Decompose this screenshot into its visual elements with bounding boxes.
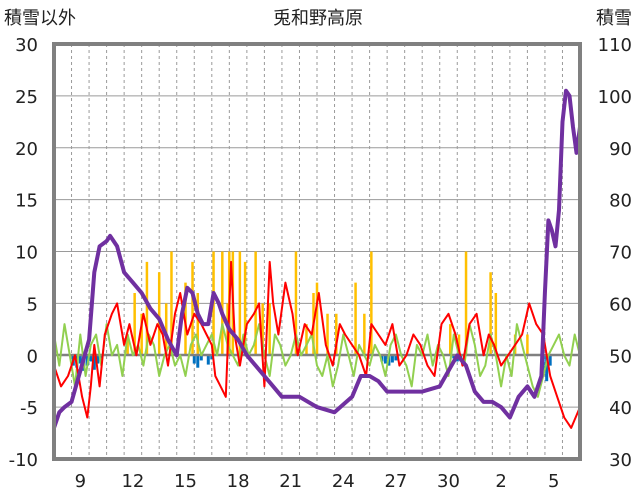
blue-bar: [452, 355, 456, 359]
left-tick-label: 5: [27, 294, 38, 315]
blue-bar: [548, 355, 552, 366]
precip-bar: [238, 251, 242, 356]
precip-bar: [305, 324, 308, 356]
right-tick-label: 40: [609, 398, 632, 419]
left-tick-label: 20: [15, 139, 38, 160]
precip-bar: [363, 313, 366, 356]
precip-bar: [157, 272, 161, 356]
x-tick-label: 18: [227, 471, 250, 492]
right-axis-ticks: 110 100 90 80 70 60 50 40 30: [598, 35, 632, 471]
blue-bar: [96, 355, 100, 364]
precip-bar: [315, 282, 319, 356]
x-tick-label: 2: [495, 471, 506, 492]
precip-bar: [326, 313, 329, 356]
left-tick-label: 15: [15, 191, 38, 212]
right-tick-label: 70: [609, 243, 632, 264]
blue-bar: [199, 355, 203, 361]
blue-bar: [196, 355, 200, 368]
chart-title: 兎和野高原: [273, 8, 363, 29]
blue-bar: [383, 355, 387, 364]
precip-bar: [140, 313, 143, 356]
precip-bar: [294, 251, 298, 356]
precip-bar: [335, 313, 338, 356]
right-axis-label: 積雪: [596, 8, 632, 29]
precip-bar: [164, 303, 168, 356]
left-axis-ticks: 30 25 20 15 10 5 0 -5 -10: [9, 35, 38, 471]
x-tick-label: 15: [174, 471, 197, 492]
left-tick-label: -10: [9, 450, 38, 471]
x-tick-label: 12: [121, 471, 144, 492]
precip-bar: [196, 293, 200, 356]
x-tick-label: 21: [279, 471, 302, 492]
blue-bar: [210, 355, 214, 360]
series-line-snow-depth: [52, 88, 582, 430]
x-tick-label: 30: [437, 471, 460, 492]
precip-bar: [526, 334, 529, 356]
x-axis-ticks: 9 12 15 18 21 24 27 30 2 5: [75, 471, 560, 492]
x-tick-label: 24: [332, 471, 355, 492]
precip-bar: [268, 303, 271, 356]
left-tick-label: 0: [27, 346, 38, 367]
series-lines: [52, 88, 582, 430]
precip-bar: [489, 272, 492, 356]
precip-bar: [221, 251, 224, 356]
precip-bar: [133, 293, 136, 356]
left-tick-label: 10: [15, 243, 38, 264]
precip-bar: [170, 251, 173, 356]
blue-bar: [390, 355, 394, 363]
precip-bar: [464, 251, 468, 356]
precip-bar: [449, 324, 452, 356]
plot-border: [52, 42, 582, 461]
precip-bar: [261, 303, 264, 356]
series-line-red: [53, 260, 581, 429]
left-tick-label: 30: [15, 35, 38, 56]
precip-bar: [191, 261, 194, 356]
right-tick-label: 50: [609, 346, 632, 367]
right-tick-label: 80: [609, 191, 632, 212]
right-tick-label: 100: [598, 87, 632, 108]
precip-bar: [243, 261, 247, 356]
left-tick-label: 25: [15, 87, 38, 108]
blue-bar: [78, 355, 82, 364]
blue-bar: [394, 355, 398, 361]
precip-bar: [494, 293, 498, 356]
precip-bar: [126, 334, 129, 356]
right-tick-label: 110: [598, 35, 632, 56]
left-axis-label: 積雪以外: [4, 8, 76, 29]
blue-bar: [89, 355, 93, 362]
precip-bar: [254, 251, 257, 356]
precip-bar: [370, 251, 373, 356]
precip-bar: [145, 261, 149, 356]
x-tick-label: 9: [75, 471, 86, 492]
blue-bar: [92, 355, 96, 370]
blue-bar: [192, 355, 196, 364]
right-tick-label: 30: [609, 450, 632, 471]
blue-bar: [206, 355, 210, 365]
x-tick-label: 27: [384, 471, 407, 492]
right-tick-label: 60: [609, 294, 632, 315]
left-tick-label: -5: [20, 398, 38, 419]
blue-bar: [545, 355, 549, 382]
precip-bar: [354, 282, 357, 356]
x-tick-label: 5: [548, 471, 559, 492]
right-tick-label: 90: [609, 139, 632, 160]
precip-bar: [457, 334, 461, 356]
